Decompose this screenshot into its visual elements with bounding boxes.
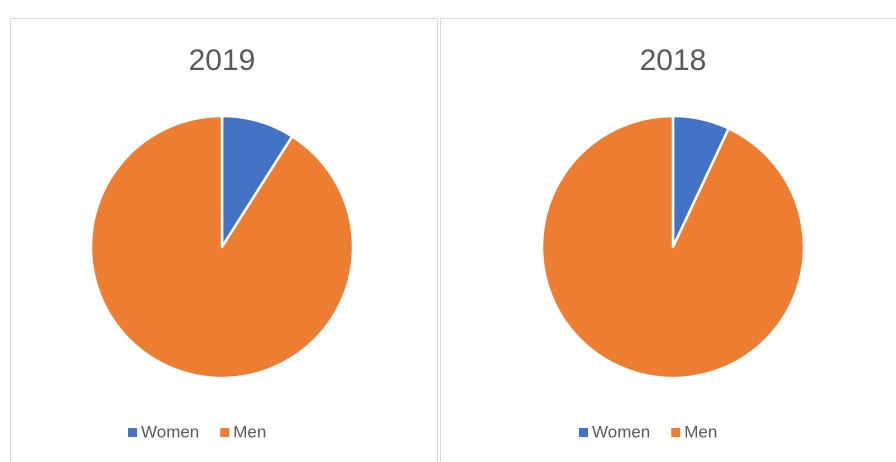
panel-border — [440, 18, 896, 462]
chart-title: 2018 — [640, 44, 707, 77]
pie-slice — [540, 114, 806, 380]
legend-swatch — [671, 428, 681, 437]
chart-title: 2019 — [189, 44, 256, 77]
legend-label: Men — [684, 422, 717, 441]
legend-swatch — [220, 428, 230, 437]
legend-label: Women — [141, 422, 199, 441]
legend-label: Women — [592, 422, 650, 441]
panel-border — [10, 18, 438, 462]
legend-swatch — [579, 428, 588, 437]
legend-swatch — [128, 428, 137, 437]
pie-slice — [89, 114, 355, 380]
legend-label: Men — [233, 422, 266, 441]
